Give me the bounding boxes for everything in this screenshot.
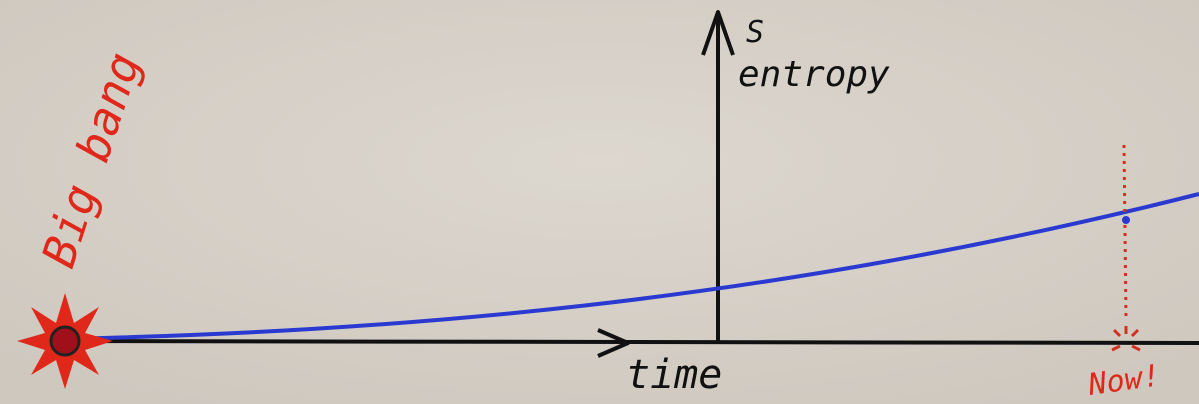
page: {"labels": {"big_bang": "Big bang", "s":… — [0, 0, 1199, 404]
time-label: time — [626, 352, 722, 398]
big-bang-burst — [17, 293, 113, 389]
s-label: S — [746, 15, 764, 50]
now-point — [1122, 216, 1130, 224]
entropy-label: entropy — [738, 54, 890, 95]
diagram: Big bang S entropy time Now! — [0, 0, 1199, 404]
